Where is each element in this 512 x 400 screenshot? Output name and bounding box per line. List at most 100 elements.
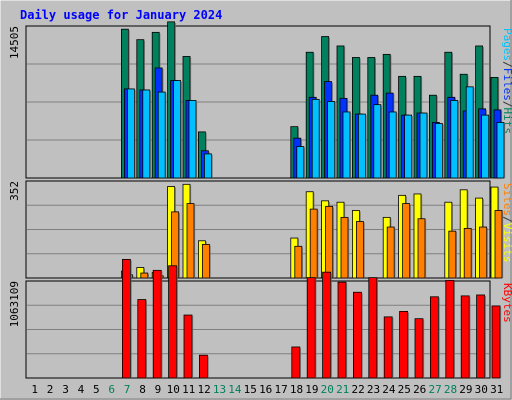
bar-sites-day-20: Sites 20: 260 [325,205,334,279]
bar-kbytes-day-12: KBytes 12: 250000 [198,354,208,379]
x-tick-label-day-21: 21 [336,383,349,396]
bar-kbytes-day-8: KBytes 8: 860000 [137,299,147,379]
chart-title: Daily usage for January 2024 [20,8,222,22]
legend-entry: Visits [501,223,512,263]
bar-pages-day-24: Pages 24: 6300 [388,111,397,179]
x-tick-label-day-4: 4 [78,383,85,396]
bar-kbytes-day-30: KBytes 30: 910000 [476,294,486,379]
x-tick-label-day-24: 24 [382,383,396,396]
x-tick-label-day-16: 16 [259,383,272,396]
x-tick-label-day-13: 13 [213,383,226,396]
y-axis-max-label: 14505 [8,26,21,59]
bar-kbytes-day-27: KBytes 27: 890000 [429,296,439,379]
x-tick-label-day-15: 15 [244,383,257,396]
bar-pages-day-30: Pages 30: 6000 [481,114,490,179]
bar-pages-day-25: Pages 25: 6000 [404,114,413,179]
x-tick-label-day-1: 1 [31,383,38,396]
y-axis-max-label: 1063109 [8,281,21,327]
bar-pages-day-7: Pages 7: 8500 [127,88,135,179]
bar-pages-day-23: Pages 23: 7000 [373,104,382,179]
bar-sites-day-11: Sites 11: 270 [186,203,195,279]
x-tick-label-day-25: 25 [398,383,411,396]
bar-sites-day-24: Sites 24: 185 [386,226,395,279]
y-axis-max-label: 352 [8,181,21,201]
bar-kbytes-day-20: KBytes 20: 1160000 [322,271,332,379]
bar-sites-day-19: Sites 19: 250 [309,208,318,279]
bar-pages-day-12: Pages 12: 2300 [203,153,212,179]
x-tick-label-day-12: 12 [197,383,210,396]
bar-kbytes-day-24: KBytes 24: 670000 [383,316,393,379]
legend-entry: / [501,216,512,223]
bar-kbytes-day-9: KBytes 9: 1180000 [152,269,162,379]
bar-kbytes-day-11: KBytes 11: 690000 [183,314,193,379]
bar-pages-day-28: Pages 28: 7400 [450,100,459,179]
bar-pages-day-10: Pages 10: 9300 [173,80,182,179]
bar-pages-day-21: Pages 21: 6300 [342,111,351,179]
bar-kbytes-day-23: KBytes 23: 1100000 [368,277,378,379]
x-tick-label-day-6: 6 [108,383,115,396]
x-tick-label-day-29: 29 [459,383,472,396]
panel-legend: Sites/Visits [501,183,512,263]
x-tick-label-day-22: 22 [351,383,364,396]
x-tick-label-day-26: 26 [413,383,426,396]
bar-sites-day-8: Sites 8: 18 [140,272,149,279]
x-tick-label-day-14: 14 [228,383,242,396]
bar-pages-day-19: Pages 19: 7500 [311,99,320,179]
bar-kbytes-day-31: KBytes 31: 790000 [491,305,501,379]
bar-pages-day-27: Pages 27: 5200 [434,123,443,179]
legend-entry: Sites [501,183,512,216]
bar-kbytes-day-25: KBytes 25: 730000 [399,310,409,379]
x-tick-label-day-27: 27 [428,383,441,396]
x-tick-label-day-19: 19 [305,383,318,396]
x-tick-label-day-11: 11 [182,383,195,396]
bar-pages-day-8: Pages 8: 8400 [142,89,151,179]
x-tick-label-day-17: 17 [274,383,287,396]
bar-sites-day-18: Sites 18: 115 [294,245,303,279]
bar-sites-day-26: Sites 26: 215 [417,218,426,279]
panel-legend: KBytes [501,283,512,323]
bar-sites-day-21: Sites 21: 220 [340,216,349,279]
x-tick-label-day-3: 3 [62,383,69,396]
x-tick-label-day-7: 7 [124,383,131,396]
x-tick-label-day-28: 28 [444,383,457,396]
x-tick-label-day-23: 23 [367,383,380,396]
bar-kbytes-day-21: KBytes 21: 1050000 [337,281,347,379]
x-tick-label-day-10: 10 [167,383,180,396]
legend-entry: / [501,101,512,108]
legend-entry: / [501,61,512,68]
bar-pages-day-31: Pages 31: 5300 [496,122,505,179]
panel-legend: Pages/Files/Hits [501,28,512,134]
bar-kbytes-day-10: KBytes 10: 1230000 [168,265,178,379]
bar-kbytes-day-22: KBytes 22: 940000 [352,291,362,379]
panel-kbytes: 1063109 KBytes KBytes 7: 1300000 KBytes 8: … [8,258,512,379]
bar-pages-day-9: Pages 9: 8200 [157,91,166,179]
bar-pages-day-26: Pages 26: 6200 [419,112,428,179]
bar-sites-day-31: Sites 31: 245 [494,210,503,279]
bar-sites-day-28: Sites 28: 170 [448,230,457,279]
bar-pages-day-11: Pages 11: 7400 [188,100,197,179]
bar-kbytes-day-28: KBytes 28: 1070000 [445,279,455,379]
legend-entry: Files [501,68,512,101]
bar-sites-day-12: Sites 12: 122 [201,243,210,279]
bar-sites-day-30: Sites 30: 185 [479,226,488,279]
bar-kbytes-day-26: KBytes 26: 650000 [414,318,424,379]
x-tick-label-day-8: 8 [139,383,146,396]
bar-kbytes-day-29: KBytes 29: 900000 [460,295,470,379]
bar-pages-day-20: Pages 20: 7300 [327,101,336,179]
bar-kbytes-day-7: KBytes 7: 1300000 [122,258,131,379]
bar-sites-day-29: Sites 29: 180 [463,227,472,279]
bar-pages-day-29: Pages 29: 8700 [465,86,474,179]
bar-pages-day-18: Pages 18: 3000 [296,146,305,179]
bar-pages-day-22: Pages 22: 6100 [357,113,366,179]
x-axis-day-labels: 1 2 3 4 5 6 7 8 9 10 11 12 13 14 15 16 17 18 19 20 21 22 23 24 2… [31,383,503,396]
legend-entry: KBytes [501,283,512,323]
bar-kbytes-day-18: KBytes 18: 340000 [291,346,301,379]
bar-sites-day-25: Sites 25: 270 [402,203,411,279]
bar-sites-day-22: Sites 22: 205 [355,221,364,279]
x-tick-label-day-31: 31 [490,383,503,396]
